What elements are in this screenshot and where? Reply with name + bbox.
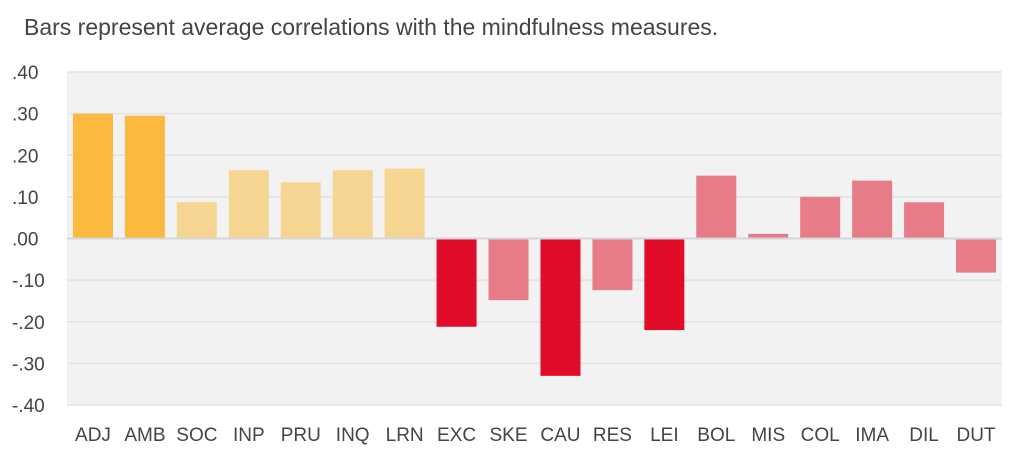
bar-dut [956,239,997,273]
x-tick-label: BOL [697,425,735,446]
bar-lei [644,239,685,331]
x-tick-label: LRN [386,425,424,446]
bar-lrn [384,168,425,238]
y-tick-label: -.10 [12,271,45,292]
bar-soc [176,202,217,238]
bar-res [592,239,633,291]
x-tick-label: COL [801,425,840,446]
bar-amb [124,115,165,238]
x-tick-label: INQ [336,425,370,446]
x-tick-label: SOC [176,425,217,446]
y-tick-label: -.40 [12,396,45,417]
y-tick-label: .30 [12,105,38,126]
bar-adj [72,113,113,238]
bar-bol [696,175,737,238]
y-tick-label: .10 [12,188,38,209]
chart-title: Bars represent average correlations with… [24,14,719,40]
x-tick-label: SKE [490,425,528,446]
x-tick-label: INP [233,425,265,446]
x-tick-label: AMB [124,425,165,446]
bar-exc [436,239,477,327]
y-tick-label: .40 [12,63,38,84]
bar-ske [488,239,529,301]
y-tick-label: -.30 [12,354,45,375]
y-tick-label: .00 [12,230,38,251]
x-tick-label: ADJ [75,425,111,446]
x-tick-label: RES [593,425,632,446]
bar-inp [228,170,269,238]
x-tick-label: DIL [909,425,939,446]
bar-inq [332,170,373,238]
bar-dil [904,202,945,238]
bar-mis [748,233,789,238]
y-tick-label: -.20 [12,313,45,334]
bar-cau [540,239,581,376]
x-tick-label: CAU [540,425,580,446]
bar-pru [280,182,321,238]
x-tick-label: LEI [650,425,679,446]
bar-col [800,196,841,238]
y-tick-label: .20 [12,146,38,167]
x-tick-label: MIS [751,425,785,446]
x-tick-label: IMA [855,425,889,446]
x-tick-label: DUT [956,425,995,446]
x-tick-label: PRU [281,425,321,446]
x-tick-label: EXC [437,425,476,446]
bar-ima [852,180,893,238]
